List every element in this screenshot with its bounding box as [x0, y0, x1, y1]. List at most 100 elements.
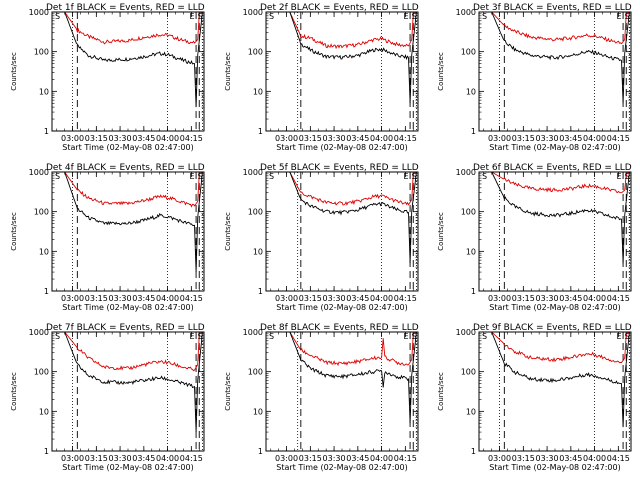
- chart-panel: Det 3f BLACK = Events, RED = LLD Counts/s…: [437, 3, 632, 152]
- lld-series-line: [266, 11, 417, 50]
- x-tick-label: 04:15: [394, 294, 417, 303]
- segment-marker: E: [617, 172, 622, 181]
- y-axis-label: Counts/sec: [437, 52, 445, 91]
- y-axis-label: Counts/sec: [10, 212, 18, 251]
- y-tick-label: 10: [253, 407, 263, 416]
- y-tick-label: 1: [471, 287, 476, 296]
- events-series-line: [479, 171, 630, 264]
- segment-marker: S: [411, 12, 416, 21]
- y-axis-label: Counts/sec: [437, 372, 445, 411]
- x-tick-label: 03:15: [299, 294, 322, 303]
- segment-marker: S: [55, 172, 60, 181]
- x-tick-label: 03:30: [323, 454, 346, 463]
- y-axis-label: Counts/sec: [437, 212, 445, 251]
- x-tick-label: 04:15: [180, 134, 203, 143]
- x-tick-label: 03:15: [85, 454, 108, 463]
- segment-marker: S: [197, 172, 202, 181]
- x-tick-label: 03:30: [536, 134, 559, 143]
- lld-series-line: [479, 331, 630, 364]
- lld-series-line: [266, 331, 417, 367]
- y-tick-label: 100: [461, 48, 476, 57]
- plot-frame: [265, 171, 419, 292]
- x-tick-label: 03:00: [488, 294, 511, 303]
- x-tick-label: 04:00: [583, 134, 606, 143]
- y-tick-label: 10: [39, 407, 49, 416]
- x-tick-label: 04:15: [394, 454, 417, 463]
- segment-marker: S: [197, 332, 202, 341]
- segment-marker: S: [55, 332, 60, 341]
- y-tick-label: 1000: [243, 328, 263, 337]
- chart-panel: Det 7f BLACK = Events, RED = LLD Counts/s…: [10, 323, 205, 472]
- chart-title: Det 2f BLACK = Events, RED = LLD: [260, 3, 419, 13]
- segment-marker: S: [624, 172, 629, 181]
- chart-panel: Det 1f BLACK = Events, RED = LLD Counts/s…: [10, 3, 205, 152]
- segment-marker: E: [617, 12, 622, 21]
- y-tick-label: 10: [466, 247, 476, 256]
- x-tick-label: 03:00: [61, 294, 84, 303]
- segment-marker: S: [197, 12, 202, 21]
- lld-series-line: [52, 331, 203, 372]
- segment-marker: E: [190, 172, 195, 181]
- events-series-line: [266, 171, 417, 264]
- x-axis-label: Start Time (02-May-08 02:47:00): [276, 303, 407, 312]
- y-tick-label: 100: [34, 368, 49, 377]
- y-axis-label: Counts/sec: [10, 372, 18, 411]
- chart-panel: Det 9f BLACK = Events, RED = LLD Counts/s…: [437, 323, 632, 472]
- x-tick-label: 03:00: [61, 454, 84, 463]
- y-tick-label: 100: [248, 208, 263, 217]
- segment-marker: S: [55, 12, 60, 21]
- chart-panel: Det 2f BLACK = Events, RED = LLD Counts/s…: [224, 3, 419, 152]
- events-series-line: [266, 11, 417, 104]
- x-tick-label: 03:45: [346, 134, 369, 143]
- x-tick-label: 03:30: [109, 454, 132, 463]
- y-tick-label: 1000: [456, 168, 476, 177]
- plot-frame: [51, 171, 205, 292]
- y-tick-label: 1000: [29, 328, 49, 337]
- x-tick-label: 04:00: [370, 134, 393, 143]
- segment-marker: S: [482, 172, 487, 181]
- x-tick-label: 04:15: [394, 134, 417, 143]
- y-tick-label: 100: [461, 208, 476, 217]
- events-series-line: [52, 171, 203, 273]
- segment-marker: E: [190, 12, 195, 21]
- plot-frame: [51, 331, 205, 452]
- x-tick-label: 04:00: [583, 294, 606, 303]
- plot-frame: [265, 331, 419, 452]
- lld-series-line: [52, 171, 203, 208]
- x-tick-label: 03:00: [275, 454, 298, 463]
- y-tick-label: 100: [248, 48, 263, 57]
- x-axis-label: Start Time (02-May-08 02:47:00): [62, 303, 193, 312]
- x-axis-label: Start Time (02-May-08 02:47:00): [489, 303, 620, 312]
- y-tick-label: 100: [34, 208, 49, 217]
- x-tick-label: 03:45: [559, 294, 582, 303]
- x-axis-label: Start Time (02-May-08 02:47:00): [276, 143, 407, 152]
- segment-marker: S: [624, 12, 629, 21]
- y-tick-label: 100: [461, 368, 476, 377]
- segment-marker: S: [269, 332, 274, 341]
- x-tick-label: 04:00: [156, 294, 179, 303]
- x-tick-label: 03:00: [488, 134, 511, 143]
- y-tick-label: 10: [253, 87, 263, 96]
- x-tick-label: 03:45: [559, 454, 582, 463]
- segment-marker: E: [617, 332, 622, 341]
- lld-series-line: [52, 11, 203, 45]
- y-tick-label: 1: [44, 127, 49, 136]
- x-tick-label: 03:00: [275, 134, 298, 143]
- segment-marker: S: [269, 172, 274, 181]
- y-tick-label: 10: [466, 87, 476, 96]
- x-axis-label: Start Time (02-May-08 02:47:00): [489, 463, 620, 472]
- segment-marker: S: [482, 332, 487, 341]
- y-tick-label: 100: [248, 368, 263, 377]
- y-tick-label: 1000: [456, 8, 476, 17]
- x-tick-label: 04:15: [607, 454, 630, 463]
- chart-title: Det 3f BLACK = Events, RED = LLD: [473, 3, 632, 13]
- x-tick-label: 03:00: [488, 454, 511, 463]
- y-tick-label: 1: [471, 127, 476, 136]
- x-tick-label: 03:15: [85, 294, 108, 303]
- plot-frame: [478, 331, 632, 452]
- x-tick-label: 04:00: [156, 134, 179, 143]
- y-axis-label: Counts/sec: [224, 212, 232, 251]
- events-series-line: [266, 331, 417, 424]
- chart-panel: Det 8f BLACK = Events, RED = LLD Counts/s…: [224, 323, 419, 472]
